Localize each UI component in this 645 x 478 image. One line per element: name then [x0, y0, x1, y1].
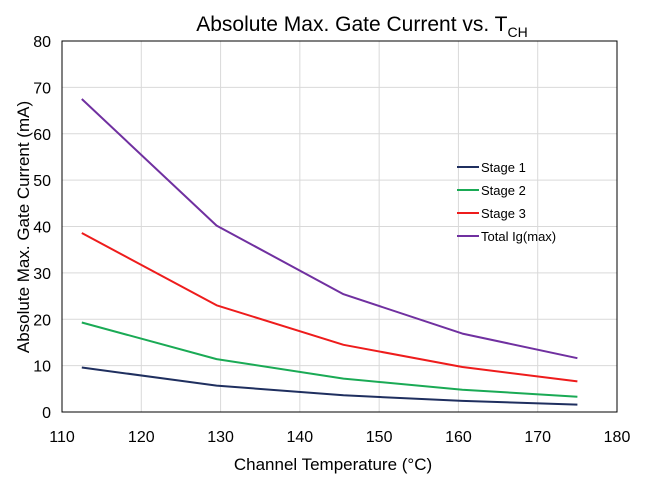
legend-label: Stage 2: [481, 183, 526, 198]
legend-label: Stage 1: [481, 160, 526, 175]
legend-label: Total Ig(max): [481, 229, 556, 244]
grid: [61, 40, 618, 413]
x-tick-label: 160: [445, 429, 472, 446]
y-tick-label: 40: [33, 220, 51, 237]
x-tick-label: 170: [524, 429, 551, 446]
x-tick-label: 150: [366, 429, 393, 446]
y-tick-label: 50: [33, 173, 51, 190]
series-layer: [81, 98, 578, 406]
legend-item: Stage 1: [457, 160, 526, 175]
series-4: [81, 98, 578, 360]
plot-frame: [61, 40, 618, 413]
series-3: [81, 232, 578, 383]
legend-item: Total Ig(max): [457, 229, 556, 244]
y-tick-label: 60: [33, 127, 51, 144]
series-line: [81, 98, 578, 360]
legend-label: Stage 3: [481, 206, 526, 221]
x-tick-label: 120: [128, 429, 155, 446]
x-tick-label: 140: [287, 429, 314, 446]
y-tick-label: 70: [33, 80, 51, 97]
x-axis-ticks: 110 120 130 140 150 160 170 180: [49, 429, 630, 446]
legend-item: Stage 3: [457, 206, 526, 221]
y-axis-ticks: 0 10 20 30 40 50 60 70 80: [33, 34, 51, 422]
series-2: [81, 321, 578, 398]
legend-item: Stage 2: [457, 183, 526, 198]
x-tick-label: 110: [49, 429, 75, 446]
y-tick-label: 30: [33, 266, 51, 283]
y-tick-label: 10: [33, 359, 51, 376]
x-tick-label: 180: [604, 429, 631, 446]
chart-title-text: Absolute Max. Gate Current vs. T: [196, 13, 507, 36]
legend: Stage 1 Stage 2 Stage 3 Total Ig(max): [457, 160, 556, 244]
y-tick-label: 20: [33, 312, 51, 329]
chart-title-subscript: CH: [508, 24, 528, 40]
x-tick-label: 130: [207, 429, 234, 446]
chart-title: Absolute Max. Gate Current vs. TCH: [196, 13, 527, 40]
series-line: [81, 232, 578, 383]
y-tick-label: 80: [33, 34, 51, 51]
series-line: [81, 321, 578, 398]
series-1: [81, 366, 578, 406]
series-line: [81, 366, 578, 406]
y-axis-title: Absolute Max. Gate Current (mA): [14, 101, 33, 353]
y-tick-label: 0: [42, 405, 51, 422]
x-axis-title: Channel Temperature (°C): [234, 455, 432, 474]
